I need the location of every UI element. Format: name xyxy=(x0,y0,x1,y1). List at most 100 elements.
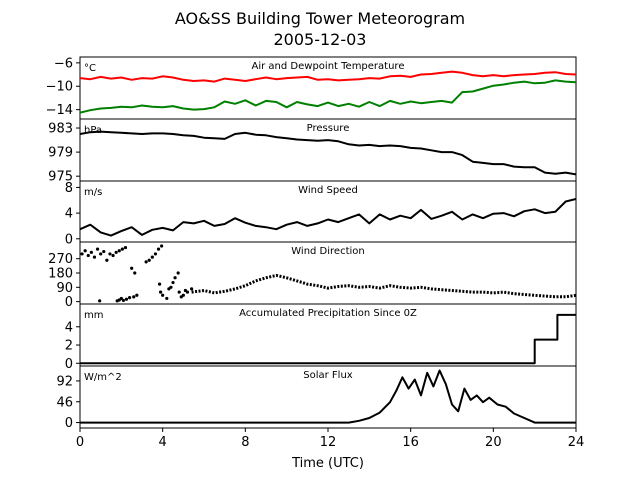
wind-direction-point xyxy=(121,298,125,302)
panel-unit: °C xyxy=(84,63,96,74)
wind-direction-point xyxy=(98,299,102,303)
x-tick-label: 20 xyxy=(485,435,502,450)
wind-direction-point xyxy=(105,258,109,262)
panel-data xyxy=(80,244,576,303)
panel-title: Pressure xyxy=(307,123,350,134)
y-tick-label: −10 xyxy=(46,80,73,95)
wind-direction-point xyxy=(132,295,136,299)
wind-direction-point xyxy=(111,253,115,258)
chart-title: AO&SS Building Tower Meteorogram xyxy=(175,9,465,28)
panel-precip: 4 2 0 Accumulated Precipitation Since 0Z mm xyxy=(65,303,577,372)
panel-unit: hPa xyxy=(84,125,102,136)
panel-title: Solar Flux xyxy=(303,370,353,381)
panel-data xyxy=(80,130,576,176)
y-tick-label: −14 xyxy=(46,103,73,118)
wind-direction-point xyxy=(150,255,154,259)
y-tick-label: 270 xyxy=(48,252,73,267)
wind-direction-point xyxy=(144,260,148,264)
wind-direction-point xyxy=(157,282,162,286)
y-tick-label: 0 xyxy=(65,295,73,310)
wind-direction-point xyxy=(130,266,134,270)
series-line-wind-speed-0 xyxy=(80,198,576,237)
wind-direction-point xyxy=(171,280,175,285)
x-tick-label: 4 xyxy=(159,435,167,450)
chart-subtitle: 2005-12-03 xyxy=(274,30,367,49)
x-tick-label: 16 xyxy=(402,435,419,450)
y-tick-label: 8 xyxy=(65,181,73,196)
y-tick-label: 979 xyxy=(48,146,73,161)
panel-data xyxy=(80,369,576,424)
wind-direction-point xyxy=(159,290,163,294)
wind-direction-point xyxy=(135,293,139,297)
wind-direction-point xyxy=(117,249,121,253)
x-tick-label: 0 xyxy=(76,435,84,450)
wind-direction-point xyxy=(185,290,190,294)
wind-direction-point xyxy=(92,255,97,259)
wind-direction-trace xyxy=(191,273,576,299)
panel-temp: −6 −10 −14 Air and Dewpoint Temperature °C xyxy=(46,56,577,120)
y-tick-label: 180 xyxy=(48,267,73,282)
wind-direction-point xyxy=(169,285,173,289)
x-tick-label: 8 xyxy=(241,435,249,450)
wind-direction-point xyxy=(133,271,137,275)
panel-title: Wind Direction xyxy=(291,246,365,257)
wind-direction-point xyxy=(108,252,112,256)
y-tick-label: 4 xyxy=(65,320,73,335)
panel-solar: 92 46 0 Solar Flux W/m^2 xyxy=(56,365,577,431)
wind-direction-point xyxy=(177,290,181,294)
y-tick-label: 983 xyxy=(48,122,73,137)
panel-unit: W/m^2 xyxy=(84,372,122,383)
series-line-temp-0 xyxy=(80,70,576,83)
series-line-pressure-0 xyxy=(80,130,576,176)
x-tick-label: 12 xyxy=(320,435,337,450)
y-tick-label: 2 xyxy=(65,339,73,354)
x-tick-label: 24 xyxy=(568,435,585,450)
panel-unit: mm xyxy=(84,310,103,321)
y-tick-label: 975 xyxy=(48,170,73,185)
x-axis: 0 4 8 12 16 20 24 xyxy=(76,428,584,450)
wind-direction-point xyxy=(128,296,132,300)
panel-title: Wind Speed xyxy=(298,185,358,196)
wind-direction-point xyxy=(165,296,169,301)
panel-data xyxy=(80,313,576,365)
wind-direction-point xyxy=(173,276,177,280)
x-axis-label: Time (UTC) xyxy=(291,456,364,471)
series-line-temp-1 xyxy=(80,79,576,114)
wind-direction-point xyxy=(156,247,161,251)
wind-direction-point xyxy=(86,253,90,258)
y-tick-label: 0 xyxy=(65,357,73,372)
panel-pressure: 983 979 975 Pressure hPa xyxy=(48,118,577,185)
y-tick-label: 0 xyxy=(65,416,73,431)
wind-direction-point xyxy=(119,296,123,301)
panel-title: Air and Dewpoint Temperature xyxy=(252,61,405,72)
wind-direction-point xyxy=(124,297,129,301)
wind-direction-point xyxy=(89,250,93,254)
wind-direction-point xyxy=(99,252,103,256)
wind-direction-point xyxy=(147,258,151,262)
wind-direction-point xyxy=(95,247,100,251)
panel-unit: m/s xyxy=(84,187,102,198)
y-tick-label: −6 xyxy=(54,56,73,71)
panel-wind-speed: 8 4 0 Wind Speed m/s xyxy=(65,180,577,247)
wind-direction-point xyxy=(161,293,165,297)
panel-data xyxy=(80,198,576,237)
panels-group: −6 −10 −14 Air and Dewpoint Temperature °C 98… xyxy=(46,56,577,431)
panel-title: Accumulated Precipitation Since 0Z xyxy=(239,308,417,319)
wind-direction-point xyxy=(190,287,194,291)
y-tick-label: 90 xyxy=(56,281,73,296)
wind-direction-point xyxy=(102,249,106,254)
wind-direction-point xyxy=(176,271,180,275)
wind-direction-point xyxy=(120,247,124,251)
y-tick-label: 46 xyxy=(56,395,73,410)
y-tick-label: 4 xyxy=(65,207,73,222)
panel-data xyxy=(80,70,576,114)
wind-direction-point xyxy=(114,250,118,254)
y-tick-label: 0 xyxy=(65,232,73,247)
wind-direction-point xyxy=(80,252,84,256)
wind-direction-point xyxy=(153,252,158,256)
wind-direction-point xyxy=(181,293,185,297)
series-line-precip-0 xyxy=(80,313,576,365)
